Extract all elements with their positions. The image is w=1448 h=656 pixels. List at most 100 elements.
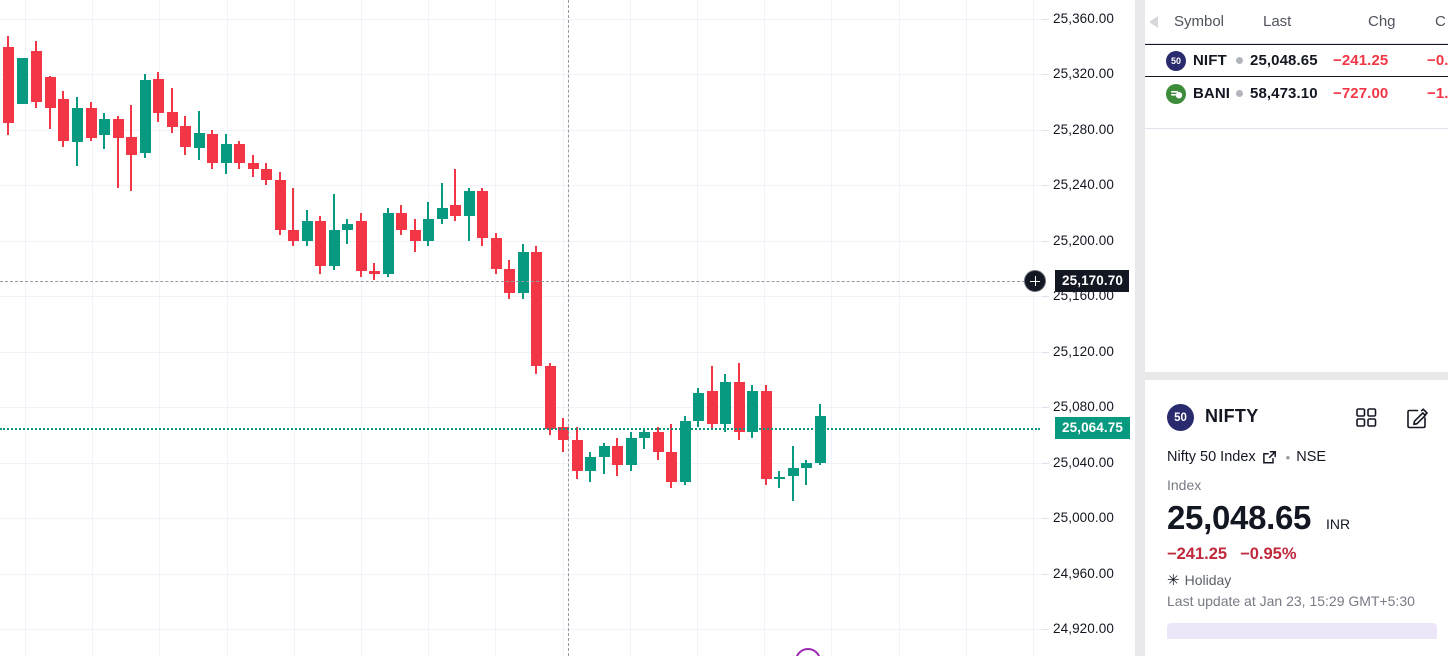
candle-wick	[171, 88, 173, 133]
price-scale-axis[interactable]: 25,360.00 25,320.00 25,280.00 25,240.00 25,2…	[1024, 0, 1135, 656]
vertical-gridline	[227, 0, 228, 656]
candle-body	[395, 213, 407, 230]
symbol-last-price: 25,048.65 INR	[1167, 499, 1350, 537]
candle-body	[598, 446, 610, 458]
symbol-separator: •	[1285, 449, 1291, 465]
candle-body	[733, 382, 745, 433]
candle-body	[611, 446, 623, 466]
candle-body	[638, 432, 650, 438]
price-axis-tick	[1041, 574, 1049, 575]
candle-body	[544, 365, 556, 430]
watchlist-column-chg[interactable]: Chg	[1368, 13, 1396, 30]
watchlist-column-chg-percent[interactable]: C	[1435, 13, 1446, 30]
symbol-change-row: −241.25 −0.95%	[1167, 545, 1297, 564]
price-axis-tick	[1041, 352, 1049, 353]
last-update-text: Last update at Jan 23, 15:29 GMT+5:30	[1167, 593, 1415, 609]
candle-body	[692, 393, 704, 422]
vertical-gridline	[428, 0, 429, 656]
candle-body	[152, 78, 164, 114]
watchlist-change: −727.00	[1333, 85, 1389, 102]
candle-body	[517, 251, 529, 294]
horizontal-gridline	[0, 74, 1040, 75]
price-axis-tick	[1041, 185, 1049, 186]
candle-body	[233, 143, 245, 164]
vertical-gridline	[899, 0, 900, 656]
candle-body	[341, 224, 353, 230]
candle-body	[773, 476, 785, 480]
candle-body	[355, 221, 367, 272]
grid-layout-icon[interactable]	[1353, 405, 1379, 431]
last-price-badge[interactable]: 25,064.75	[1055, 417, 1130, 440]
candle-wick	[643, 429, 645, 449]
market-status-dot	[1236, 90, 1243, 97]
watchlist-row[interactable]: 50 NIFT 25,048.65 −241.25 −0.	[1145, 44, 1448, 77]
horizontal-gridline	[0, 296, 1040, 297]
symbol-change-absolute: −241.25	[1167, 545, 1228, 563]
price-axis-tick-label: 25,360.00	[1053, 11, 1114, 26]
candle-wick	[603, 443, 605, 474]
price-chart-canvas[interactable]	[0, 0, 1040, 656]
vertical-gridline	[294, 0, 295, 656]
candle-body	[179, 125, 191, 147]
watchlist-info-divider	[1145, 372, 1448, 380]
candle-body	[719, 382, 731, 424]
horizontal-gridline	[0, 407, 1040, 408]
price-axis-tick-label: 24,920.00	[1053, 621, 1114, 636]
candle-wick	[778, 470, 780, 488]
candle-body	[665, 451, 677, 483]
candle-body	[409, 229, 421, 241]
candle-wick	[292, 188, 294, 247]
candle-wick	[117, 116, 119, 189]
candle-body	[57, 99, 69, 141]
symbol-exchange[interactable]: NSE	[1296, 449, 1327, 465]
vertical-gridline	[764, 0, 765, 656]
add-alert-plus-icon[interactable]	[1024, 270, 1046, 293]
candle-body	[746, 390, 758, 433]
panel-separator	[1135, 0, 1145, 656]
external-link-icon[interactable]	[1262, 450, 1277, 465]
candle-body	[98, 118, 110, 136]
price-axis-tick	[1041, 241, 1049, 242]
symbol-last-price-value: 25,048.65	[1167, 499, 1312, 536]
horizontal-gridline	[0, 352, 1040, 353]
candle-body	[247, 163, 259, 169]
price-axis-tick-label: 25,200.00	[1053, 232, 1114, 248]
edit-pencil-icon[interactable]	[1403, 404, 1431, 432]
vertical-gridline	[697, 0, 698, 656]
symbol-description-text[interactable]: Nifty 50 Index	[1167, 449, 1256, 465]
candle-body	[112, 118, 124, 139]
price-axis-tick-label: 25,080.00	[1053, 399, 1114, 415]
price-axis-tick-label: 25,000.00	[1053, 510, 1114, 526]
price-axis-tick-label: 25,320.00	[1053, 66, 1114, 82]
candle-body	[557, 426, 569, 441]
vertical-gridline	[966, 0, 967, 656]
price-axis-tick	[1041, 74, 1049, 75]
candle-body	[193, 132, 205, 148]
horizontal-gridline	[0, 130, 1040, 131]
symbol-info-title: NIFTY	[1205, 406, 1259, 426]
market-status-label[interactable]: Holiday	[1184, 572, 1232, 588]
market-status-dot	[1236, 57, 1243, 64]
watchlist-column-symbol[interactable]: Symbol	[1174, 13, 1225, 30]
notice-banner[interactable]	[1167, 623, 1437, 639]
watchlist-column-last[interactable]: Last	[1263, 13, 1292, 30]
watchlist-last-price: 58,473.10	[1250, 85, 1318, 102]
watchlist-change: −241.25	[1333, 52, 1389, 69]
crosshair-vertical-line	[568, 0, 569, 656]
price-axis-tick	[1041, 130, 1049, 131]
collapse-arrow-icon[interactable]	[1146, 11, 1168, 33]
watchlist-row[interactable]: BANI 58,473.10 −727.00 −1.	[1145, 77, 1448, 110]
price-axis-tick	[1041, 629, 1049, 630]
vertical-gridline	[361, 0, 362, 656]
candle-body	[368, 271, 380, 275]
horizontal-gridline	[0, 241, 1040, 242]
watchlist-last-price: 25,048.65	[1250, 52, 1318, 69]
asterisk-icon: ✳	[1167, 571, 1180, 589]
nifty-badge-icon: 50	[1167, 404, 1194, 431]
nifty-badge-icon: 50	[1166, 50, 1186, 71]
candle-body	[301, 221, 313, 241]
candle-body	[71, 107, 83, 143]
price-axis-tick	[1041, 407, 1049, 408]
crosshair-horizontal-line	[0, 281, 1040, 283]
